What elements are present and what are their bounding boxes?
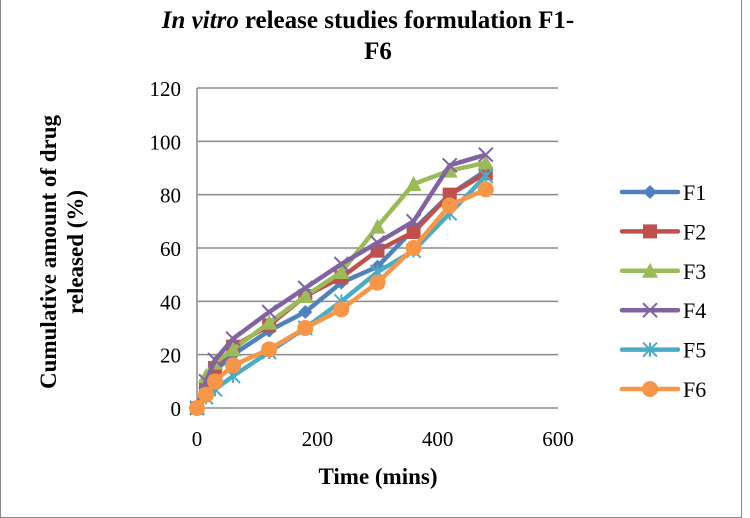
data-point <box>297 288 314 303</box>
data-point <box>333 301 350 318</box>
y-tick-label: 20 <box>160 344 181 368</box>
data-point <box>333 264 350 279</box>
data-point <box>406 225 421 239</box>
y-axis-label-line1: Cumulative amount of drug <box>36 114 61 389</box>
legend-label: F1 <box>683 180 706 205</box>
data-point <box>207 352 223 368</box>
data-point <box>405 176 422 191</box>
legend-label: F6 <box>683 377 706 402</box>
data-point <box>333 256 350 272</box>
legend-label: F3 <box>683 259 706 284</box>
y-axis-label: Cumulative amount of drug released (%) <box>36 114 88 389</box>
data-point <box>478 146 494 163</box>
legend-item-f5: F5 <box>619 338 706 363</box>
x-tick-label: 400 <box>422 427 454 451</box>
data-point <box>225 341 242 357</box>
data-point <box>297 280 314 296</box>
data-point <box>405 213 422 230</box>
chart-title: In vitro release studies formulation F1- <box>161 7 574 34</box>
data-point <box>207 373 224 390</box>
y-tick-label: 100 <box>150 130 182 154</box>
data-point <box>477 154 494 170</box>
data-point <box>298 305 313 319</box>
legend-marker <box>643 224 657 239</box>
x-axis-label: Time (mins) <box>318 464 437 489</box>
data-point <box>189 400 205 416</box>
data-point <box>477 181 494 198</box>
chart-title-rest: release studies formulation F1- <box>245 7 574 34</box>
data-point <box>261 314 278 330</box>
data-point <box>225 330 241 347</box>
x-tick-label: 200 <box>302 427 334 451</box>
data-point <box>441 197 458 214</box>
legend-item-f2: F2 <box>619 219 706 244</box>
data-point <box>297 320 314 336</box>
legend-marker <box>642 262 658 278</box>
legend-item-f4: F4 <box>619 298 706 323</box>
legend-marker <box>642 341 658 358</box>
y-axis-label-line2: released (%) <box>63 190 88 314</box>
legend-marker <box>643 185 657 199</box>
y-tick-label: 40 <box>160 290 181 314</box>
legend-marker <box>642 302 658 318</box>
y-tick-label: 0 <box>171 397 182 421</box>
y-tick-label: 60 <box>160 237 181 261</box>
legend-item-f1: F1 <box>619 180 706 205</box>
data-point <box>369 218 386 234</box>
data-point <box>369 234 386 251</box>
data-point <box>225 357 242 374</box>
data-point <box>198 386 215 403</box>
data-point <box>369 274 386 291</box>
x-tick-label: 600 <box>542 427 574 451</box>
chart-title-line2: F6 <box>364 38 392 65</box>
chart-title-italic: In vitro <box>161 7 239 34</box>
data-point <box>478 168 494 184</box>
legend-marker <box>642 381 658 397</box>
y-tick-label: 80 <box>160 184 181 208</box>
y-tick-label: 120 <box>150 77 182 101</box>
data-point <box>261 304 277 320</box>
legend-label: F5 <box>683 338 706 363</box>
x-tick-label: 0 <box>192 427 203 451</box>
data-point <box>441 157 458 174</box>
data-point <box>261 341 278 358</box>
series-f6 <box>189 181 494 416</box>
legend-item-f3: F3 <box>619 259 706 284</box>
legend-label: F2 <box>683 219 706 244</box>
legend-item-f6: F6 <box>619 377 706 402</box>
legend-label: F4 <box>683 298 706 323</box>
chart: In vitro release studies formulation F1- … <box>36 7 706 489</box>
data-point <box>405 240 422 256</box>
